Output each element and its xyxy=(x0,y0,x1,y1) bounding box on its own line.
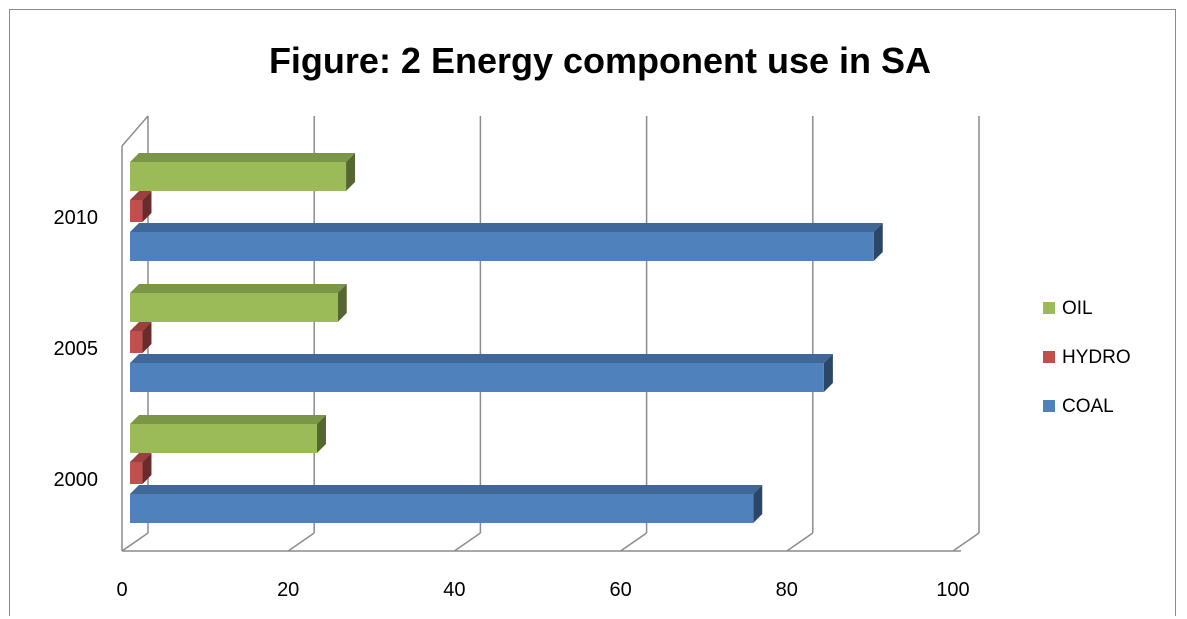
bar-side-face xyxy=(753,485,763,523)
bar-side-face xyxy=(337,284,347,322)
bar-hydro-2010 xyxy=(130,191,152,222)
bar-hydro-2005 xyxy=(130,322,152,353)
legend-item-oil: OIL xyxy=(1043,298,1093,319)
y-tick-label: 2005 xyxy=(54,338,99,360)
bar-front-face xyxy=(130,462,143,484)
bar-top-face xyxy=(130,453,152,462)
bar-top-face xyxy=(130,284,347,293)
bar-side-face xyxy=(823,354,833,392)
chart-walls xyxy=(121,115,961,552)
legend-label: COAL xyxy=(1062,396,1114,417)
x-tick-label: 100 xyxy=(936,579,969,601)
bar-side-face xyxy=(873,223,883,261)
gridline-floor xyxy=(121,532,149,552)
x-tick-label: 0 xyxy=(116,579,127,601)
x-tick-label: 80 xyxy=(776,579,798,601)
gridlines xyxy=(121,116,980,552)
bar-top-face xyxy=(130,223,883,232)
bar-coal-2005 xyxy=(130,354,833,392)
bar-front-face xyxy=(130,200,143,222)
x-axis-ticks: 0 20 40 60 80 100 xyxy=(116,579,969,601)
chart-title: Figure: 2 Energy component use in SA xyxy=(269,40,931,81)
legend-item-coal: COAL xyxy=(1043,396,1114,417)
bar-hydro-2000 xyxy=(130,453,152,484)
bar-side-face xyxy=(142,191,152,222)
gridline-floor xyxy=(453,532,481,552)
legend-swatch xyxy=(1043,302,1055,314)
legend-swatch xyxy=(1043,351,1055,363)
x-tick-label: 20 xyxy=(277,579,299,601)
y-tick-label: 2000 xyxy=(54,469,99,491)
bar-top-face xyxy=(130,153,356,162)
bar-side-face xyxy=(142,453,152,484)
bar-front-face xyxy=(130,331,143,353)
bar-top-face xyxy=(130,415,326,424)
bar-top-face xyxy=(130,191,152,200)
bar-side-face xyxy=(316,415,326,453)
legend-label: HYDRO xyxy=(1062,347,1131,368)
bars xyxy=(130,153,883,523)
gridline-floor xyxy=(786,532,814,552)
bar-front-face xyxy=(130,162,347,191)
bar-front-face xyxy=(130,293,338,322)
bar-front-face xyxy=(130,424,317,453)
legend-item-hydro: HYDRO xyxy=(1043,347,1131,368)
bar-front-face xyxy=(130,363,824,392)
bar-front-face xyxy=(130,494,754,523)
bar-top-face xyxy=(130,485,763,494)
bar-oil-2005 xyxy=(130,284,347,322)
gridline-floor xyxy=(952,532,980,552)
wall-top-edge xyxy=(121,115,149,147)
bar-top-face xyxy=(130,354,833,363)
y-tick-label: 2010 xyxy=(54,207,99,229)
legend: OIL HYDRO COAL xyxy=(1043,298,1131,417)
x-tick-label: 60 xyxy=(609,579,631,601)
bar-coal-2010 xyxy=(130,223,883,261)
gridline-floor xyxy=(287,532,315,552)
x-tick-label: 40 xyxy=(443,579,465,601)
y-axis-ticks: 2000 2005 2010 xyxy=(54,207,99,491)
legend-label: OIL xyxy=(1062,298,1093,319)
legend-swatch xyxy=(1043,400,1055,412)
bar-top-face xyxy=(130,322,152,331)
bar-front-face xyxy=(130,232,874,261)
bar-oil-2010 xyxy=(130,153,356,191)
bar-coal-2000 xyxy=(130,485,763,523)
bar-side-face xyxy=(142,322,152,353)
gridline-floor xyxy=(620,532,648,552)
bar-side-face xyxy=(346,153,356,191)
bar-oil-2000 xyxy=(130,415,326,453)
